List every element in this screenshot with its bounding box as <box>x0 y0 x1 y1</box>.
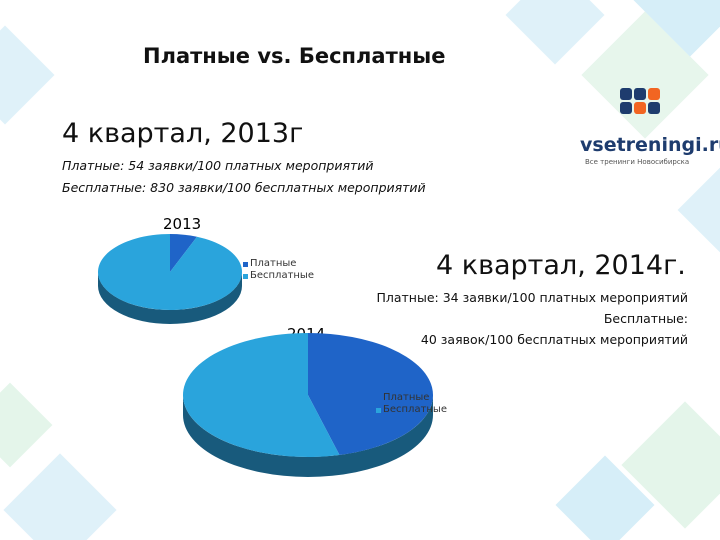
legend-label: Бесплатные <box>250 270 314 281</box>
legend-2014: Платные Бесплатные <box>376 392 447 416</box>
legend-label: Платные <box>250 258 297 269</box>
legend-2013: Платные Бесплатные <box>243 258 314 282</box>
pie-slice-free <box>97 233 242 310</box>
legend-label: Бесплатные <box>383 404 447 415</box>
legend-swatch <box>243 261 248 267</box>
heading-2013: 4 квартал, 2013г <box>62 118 304 149</box>
logo-cell <box>648 102 660 114</box>
logo-cell <box>648 88 660 100</box>
slide-title: Платные vs. Бесплатные <box>143 44 446 68</box>
text-2013-paid: Платные: 54 заявки/100 платных мероприят… <box>62 158 374 173</box>
legend-item-paid: Платные <box>243 258 314 270</box>
legend-swatch <box>376 395 381 401</box>
legend-swatch <box>376 407 381 413</box>
logo-cell <box>634 88 646 100</box>
pie-slice-paid <box>170 234 197 272</box>
logo-cell <box>620 102 632 114</box>
text-2014-paid: Платные: 34 заявки/100 платных мероприят… <box>376 290 688 305</box>
text-2014-free: 40 заявок/100 бесплатных мероприятий <box>420 332 688 347</box>
logo-icon <box>620 88 660 128</box>
pie-side <box>183 395 433 477</box>
legend-item-paid: Платные <box>376 392 447 404</box>
logo-cell <box>634 102 646 114</box>
text-2014-free-label: Бесплатные: <box>603 311 688 326</box>
text-2013-free: Бесплатные: 830 заявки/100 бесплатных ме… <box>62 180 426 195</box>
logo-tagline: Все тренинги Новосибирска <box>585 158 690 166</box>
logo-cell <box>620 88 632 100</box>
chart-title-2013: 2013 <box>163 215 202 233</box>
pie-slice-paid <box>308 333 434 455</box>
vsetreningi-logo: vsetreningi.ru Все тренинги Новосибирска <box>580 88 720 178</box>
pie-slice-free <box>183 333 340 457</box>
legend-swatch <box>243 273 248 279</box>
legend-label: Платные <box>383 392 430 403</box>
logo-wordmark: vsetreningi.ru <box>580 134 720 156</box>
pie-side <box>98 272 242 324</box>
heading-2014: 4 квартал, 2014г. <box>436 250 686 281</box>
legend-item-free: Бесплатные <box>376 404 447 416</box>
legend-item-free: Бесплатные <box>243 270 314 282</box>
